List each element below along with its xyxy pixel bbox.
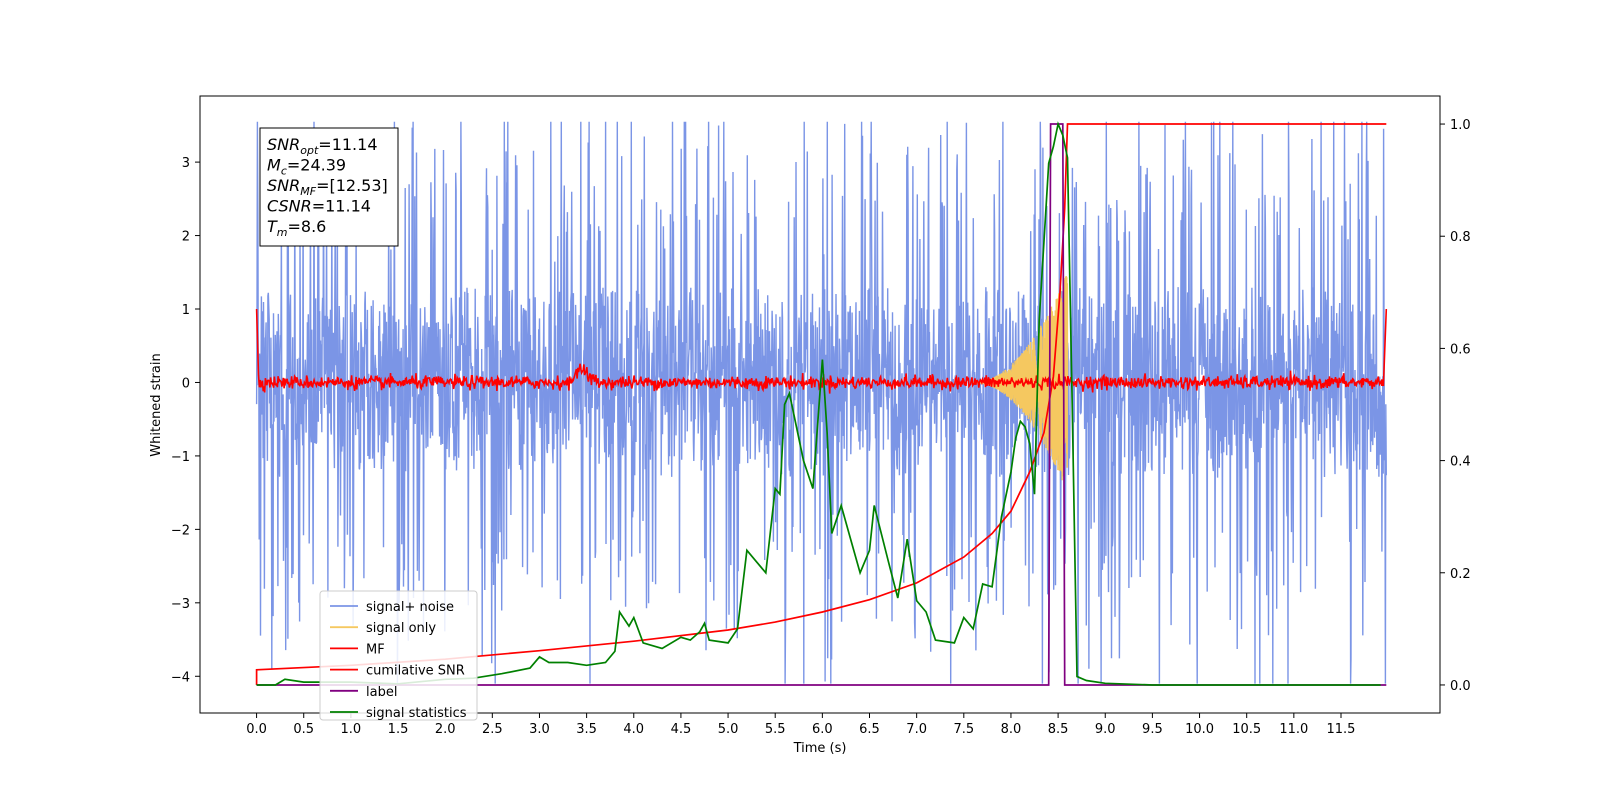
x-tick-label: 8.5 xyxy=(1048,722,1069,737)
x-tick-label: 5.0 xyxy=(718,722,739,737)
y-tick-label: −1 xyxy=(171,450,190,465)
x-tick-label: 9.5 xyxy=(1142,722,1163,737)
info-symbol: SNR xyxy=(267,135,300,154)
legend: signal+ noise signal only MF cumilative SNR… xyxy=(319,590,478,721)
y2-axis-ticks: 1.0 0.8 0.6 0.4 0.2 0.0 xyxy=(1440,118,1471,694)
axes-frame xyxy=(199,95,1441,714)
x-tick-label: 0.0 xyxy=(246,722,267,737)
legend-label: signal statistics xyxy=(366,706,467,721)
x-axis-ticks: 0.0 0.5 1.0 1.5 2.0 2.5 3.0 3.5 4.0 4.5 5.0 5.5 6.0 6… xyxy=(246,713,1355,737)
y-tick-label: 3 xyxy=(182,156,190,171)
info-line: CSNR=11.14 xyxy=(267,197,371,216)
x-tick-label: 0.5 xyxy=(293,722,314,737)
label-line xyxy=(256,123,1387,686)
info-symbol: CSNR xyxy=(267,197,312,216)
x-tick-label: 9.0 xyxy=(1095,722,1116,737)
x-tick-label: 11.0 xyxy=(1279,722,1308,737)
x-tick-label: 3.0 xyxy=(529,722,550,737)
y-tick-label: −4 xyxy=(171,670,190,685)
info-subscript: m xyxy=(277,226,288,239)
legend-label: cumilative SNR xyxy=(366,664,465,679)
y2-tick-label: 0.0 xyxy=(1450,679,1471,694)
x-tick-label: 7.5 xyxy=(953,722,974,737)
info-line: SNRopt=11.14 xyxy=(267,135,378,157)
legend-label: signal+ noise xyxy=(366,600,454,615)
x-tick-label: 2.0 xyxy=(435,722,456,737)
x-tick-label: 2.5 xyxy=(482,722,503,737)
x-tick-label: 1.5 xyxy=(388,722,409,737)
x-tick-label: 6.0 xyxy=(812,722,833,737)
y2-tick-label: 0.2 xyxy=(1450,567,1471,582)
legend-label: label xyxy=(366,685,397,700)
info-value: =11.14 xyxy=(312,197,371,216)
y-axis-label: Whitened strain xyxy=(149,353,164,456)
y-tick-label: −3 xyxy=(171,597,190,612)
info-value: =8.6 xyxy=(288,217,327,236)
x-tick-label: 3.5 xyxy=(576,722,597,737)
info-subscript: c xyxy=(281,165,287,178)
signal-statistics-line xyxy=(256,121,1381,686)
y2-tick-label: 0.6 xyxy=(1450,342,1471,357)
legend-frame xyxy=(319,590,478,721)
legend-label: MF xyxy=(366,642,385,657)
x-tick-label: 1.0 xyxy=(341,722,362,737)
y-tick-label: 1 xyxy=(182,303,190,318)
y-tick-label: 2 xyxy=(182,230,190,245)
info-value: =[12.53] xyxy=(316,176,388,195)
y-tick-label: 0 xyxy=(182,376,190,391)
info-line: SNRMF=[12.53] xyxy=(267,176,388,198)
x-tick-label: 6.5 xyxy=(859,722,880,737)
y-tick-label: −2 xyxy=(171,523,190,538)
x-tick-label: 5.5 xyxy=(765,722,786,737)
x-tick-label: 11.5 xyxy=(1327,722,1356,737)
y-axis-ticks: 3 2 1 0 −1 −2 −3 −4 xyxy=(171,156,200,685)
info-line: Tm=8.6 xyxy=(267,217,326,239)
legend-label: signal only xyxy=(366,621,436,636)
info-subscript: MF xyxy=(300,185,316,198)
info-value: =11.14 xyxy=(318,135,377,154)
x-tick-label: 4.0 xyxy=(623,722,644,737)
x-tick-label: 8.0 xyxy=(1001,722,1022,737)
y2-tick-label: 1.0 xyxy=(1450,118,1471,133)
x-tick-label: 10.0 xyxy=(1185,722,1214,737)
info-symbol: M xyxy=(267,156,281,175)
info-symbol: SNR xyxy=(267,176,300,195)
info-line: Mc=24.39 xyxy=(267,156,346,178)
y2-tick-label: 0.8 xyxy=(1450,230,1471,245)
info-annotation-box: SNRopt=11.14Mc=24.39SNRMF=[12.53]CSNR=11… xyxy=(259,127,399,247)
x-axis-label: Time (s) xyxy=(793,741,847,756)
y2-tick-label: 0.4 xyxy=(1450,455,1471,470)
info-symbol: T xyxy=(267,217,278,236)
info-box-frame xyxy=(259,127,399,247)
info-value: =24.39 xyxy=(287,156,346,175)
info-subscript: opt xyxy=(300,144,319,157)
x-tick-label: 7.0 xyxy=(906,722,927,737)
x-tick-label: 10.5 xyxy=(1232,722,1261,737)
x-tick-label: 4.5 xyxy=(671,722,692,737)
